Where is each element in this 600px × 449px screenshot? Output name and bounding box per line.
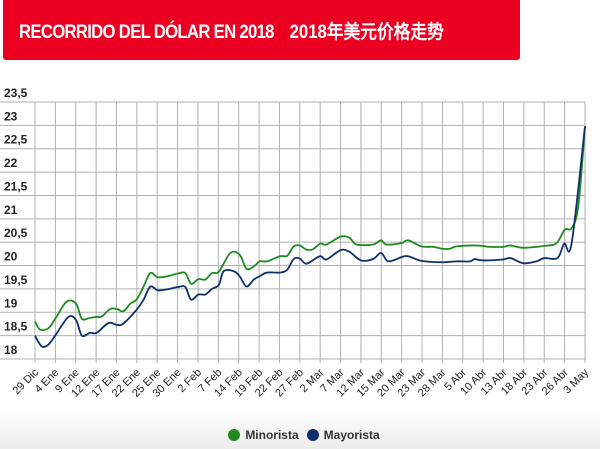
legend-marker-mayorista [306,429,319,441]
y-tick-label: 21,5 [4,179,28,193]
legend-label-minorista[interactable]: Minorista [245,428,299,442]
y-tick-label: 23,5 [4,86,28,100]
y-tick-label: 20,5 [4,226,28,240]
y-tick-label: 20 [4,250,18,264]
series-line-minorista [34,126,586,332]
chart-header: RECORRIDO DEL DÓLAR EN 2018 2018年美元价格走势 [3,0,520,60]
title-chinese: 2018年美元价格走势 [289,21,444,43]
legend-marker-minorista [228,429,241,441]
series-points-mayorista [34,126,586,347]
y-tick-label: 19 [4,296,18,310]
series-line-mayorista [34,126,586,348]
y-tick-label: 21 [4,203,18,217]
y-tick-label: 18,5 [4,320,28,334]
chart-title: RECORRIDO DEL DÓLAR EN 2018 2018年美元价格走势 [19,17,444,44]
y-tick-label: 22 [4,156,18,170]
legend-background [0,408,600,449]
y-tick-label: 23 [4,109,18,123]
y-tick-label: 18 [4,343,18,357]
y-tick-label: 19,5 [4,273,28,287]
y-tick-label: 22,5 [4,133,28,147]
title-spanish: RECORRIDO DEL DÓLAR EN 2018 [19,21,274,43]
series-points-minorista [34,126,586,330]
legend-label-mayorista[interactable]: Mayorista [323,428,380,442]
legend: Minorista Mayorista [0,428,600,442]
